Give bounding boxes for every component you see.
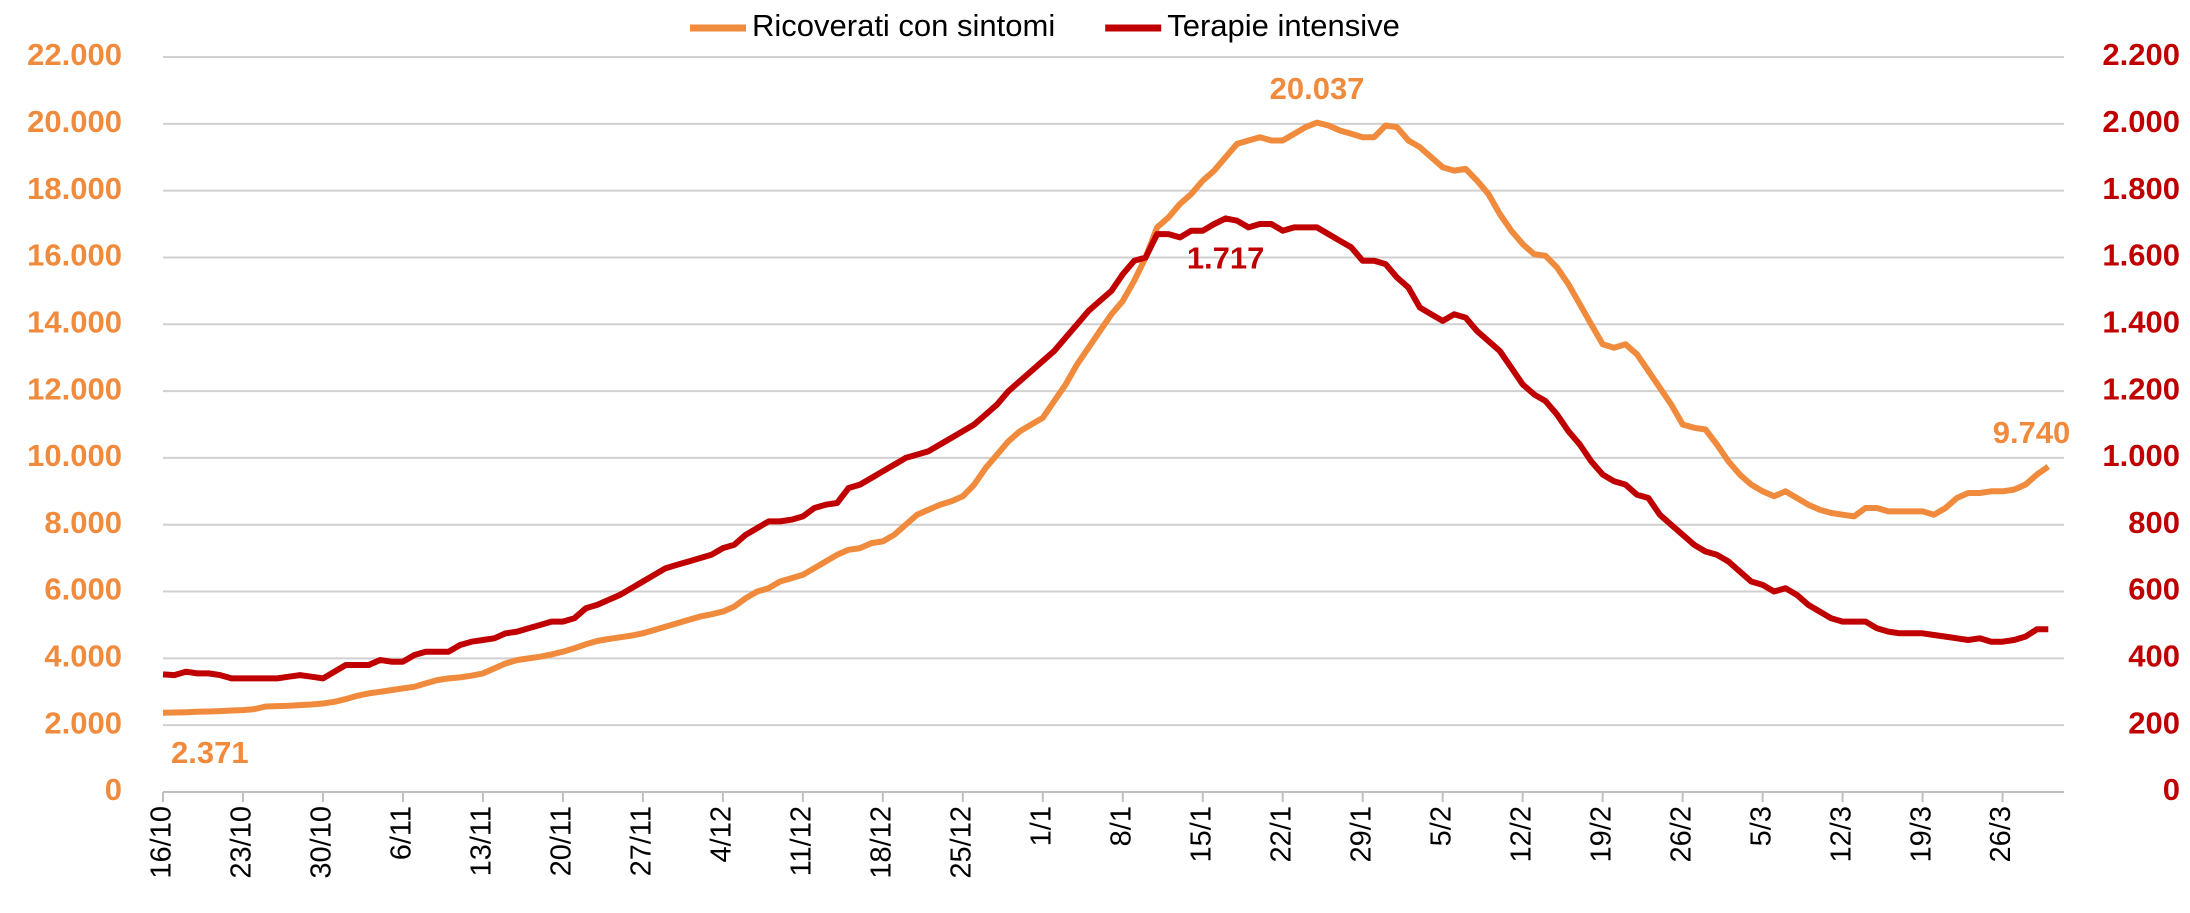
y-tick-label: 14.000 bbox=[27, 304, 122, 339]
x-tick-label: 19/2 bbox=[1585, 806, 1617, 862]
x-tick-label: 19/3 bbox=[1905, 806, 1937, 862]
y-tick-label: 22.000 bbox=[27, 37, 122, 72]
y2-tick-label: 1.600 bbox=[2102, 238, 2180, 273]
x-tick-label: 11/12 bbox=[786, 806, 818, 876]
legend-label: Ricoverati con sintomi bbox=[752, 8, 1055, 43]
x-tick-label: 6/11 bbox=[386, 806, 418, 860]
legend-label: Terapie intensive bbox=[1167, 8, 1400, 43]
x-tick-label: 30/10 bbox=[306, 806, 338, 879]
x-tick-label: 26/3 bbox=[1985, 806, 2017, 862]
x-tick-label: 22/1 bbox=[1265, 806, 1297, 862]
y-tick-label: 18.000 bbox=[27, 171, 122, 206]
x-tick-label: 5/3 bbox=[1745, 806, 1777, 846]
y2-tick-label: 1.800 bbox=[2102, 171, 2180, 206]
y-tick-label: 8.000 bbox=[44, 505, 122, 540]
x-tick-label: 29/1 bbox=[1345, 806, 1377, 862]
data-label: 1.717 bbox=[1187, 241, 1265, 276]
x-tick-label: 27/11 bbox=[626, 806, 658, 876]
y2-tick-label: 1.200 bbox=[2102, 371, 2180, 406]
y2-tick-label: 2.200 bbox=[2102, 37, 2180, 72]
y-tick-label: 12.000 bbox=[27, 371, 122, 406]
x-tick-label: 8/1 bbox=[1105, 806, 1137, 846]
data-label: 9.740 bbox=[1993, 415, 2071, 450]
x-tick-label: 1/1 bbox=[1025, 806, 1057, 846]
x-tick-label: 25/12 bbox=[945, 806, 977, 879]
x-tick-label: 15/1 bbox=[1185, 806, 1217, 862]
x-tick-label: 12/2 bbox=[1505, 806, 1537, 862]
data-label: 20.037 bbox=[1270, 71, 1365, 106]
y2-tick-label: 800 bbox=[2128, 505, 2180, 540]
y2-tick-label: 600 bbox=[2128, 572, 2180, 607]
y2-tick-label: 2.000 bbox=[2102, 104, 2180, 139]
line-series bbox=[162, 119, 2051, 716]
y-tick-label: 4.000 bbox=[44, 639, 122, 674]
y2-tick-label: 0 bbox=[2163, 772, 2180, 807]
x-tick-label: 4/12 bbox=[706, 806, 738, 862]
line-series bbox=[162, 215, 2049, 682]
data-label: 2.371 bbox=[171, 735, 249, 770]
x-tick-label: 20/11 bbox=[546, 806, 578, 876]
x-tick-label: 16/10 bbox=[146, 806, 178, 879]
y-tick-label: 2.000 bbox=[44, 705, 122, 740]
y2-tick-label: 400 bbox=[2128, 639, 2180, 674]
y2-tick-label: 1.400 bbox=[2102, 304, 2180, 339]
x-tick-label: 5/2 bbox=[1425, 806, 1457, 846]
y-tick-label: 20.000 bbox=[27, 104, 122, 139]
y2-tick-label: 200 bbox=[2128, 705, 2180, 740]
x-tick-label: 23/10 bbox=[226, 806, 258, 879]
y-tick-label: 6.000 bbox=[44, 572, 122, 607]
x-tick-label: 26/2 bbox=[1665, 806, 1697, 862]
x-tick-label: 13/11 bbox=[466, 806, 498, 876]
y-tick-label: 0 bbox=[105, 772, 122, 807]
x-tick-label: 18/12 bbox=[865, 806, 897, 879]
y-tick-label: 16.000 bbox=[27, 238, 122, 273]
y-tick-label: 10.000 bbox=[27, 438, 122, 473]
x-tick-label: 12/3 bbox=[1825, 806, 1857, 862]
y2-tick-label: 1.000 bbox=[2102, 438, 2180, 473]
